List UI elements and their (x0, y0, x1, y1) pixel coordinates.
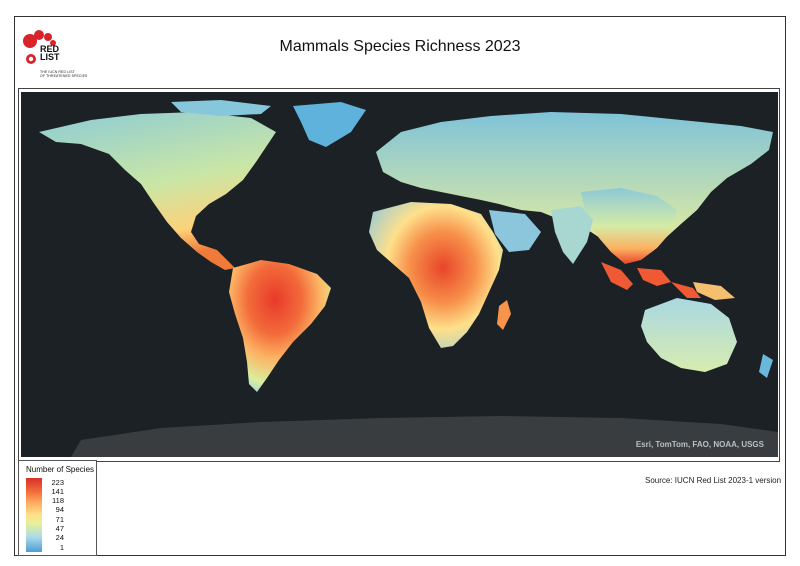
legend-value: 1 (59, 543, 64, 552)
iucn-red-list-logo (23, 30, 56, 64)
world-map[interactable]: Esri, TomTom, FAO, NOAA, USGS (21, 92, 778, 457)
landmass-africa (369, 202, 503, 348)
source-note: Source: IUCN Red List 2023-1 version (645, 476, 782, 485)
landmass-new-zealand (759, 354, 773, 378)
landmass-south-america (229, 260, 331, 392)
logo-wordmark: RED LIST (40, 44, 60, 62)
landmass-india (551, 206, 593, 264)
landmass-new-guinea (693, 282, 735, 300)
landmass-indonesia (601, 262, 701, 298)
landmass-antarctica (71, 416, 778, 457)
landmass-north-america (39, 112, 276, 270)
legend-value: 141 (51, 487, 64, 496)
legend-value: 223 (51, 478, 64, 487)
logo-tagline: THE IUCN RED LIST OF THREATENED SPECIES (40, 70, 88, 78)
legend-color-ramp (26, 478, 42, 552)
landmass-greenland (293, 102, 366, 147)
legend-title: Number of Species (26, 465, 95, 474)
legend-value: 24 (55, 533, 64, 542)
legend-value: 47 (55, 524, 64, 533)
legend-value: 71 (55, 515, 64, 524)
landmass-madagascar (497, 300, 511, 330)
legend-value: 94 (55, 505, 64, 514)
landmass-southeast-asia (581, 188, 677, 264)
landmass-arctic-islands (171, 100, 271, 116)
map-attribution: Esri, TomTom, FAO, NOAA, USGS (635, 440, 764, 449)
legend-value: 118 (52, 496, 64, 505)
landmass-australia (641, 298, 737, 372)
map-title: Mammals Species Richness 2023 (279, 38, 521, 55)
world-map-svg (39, 100, 778, 457)
landmass-arabia (489, 210, 541, 252)
